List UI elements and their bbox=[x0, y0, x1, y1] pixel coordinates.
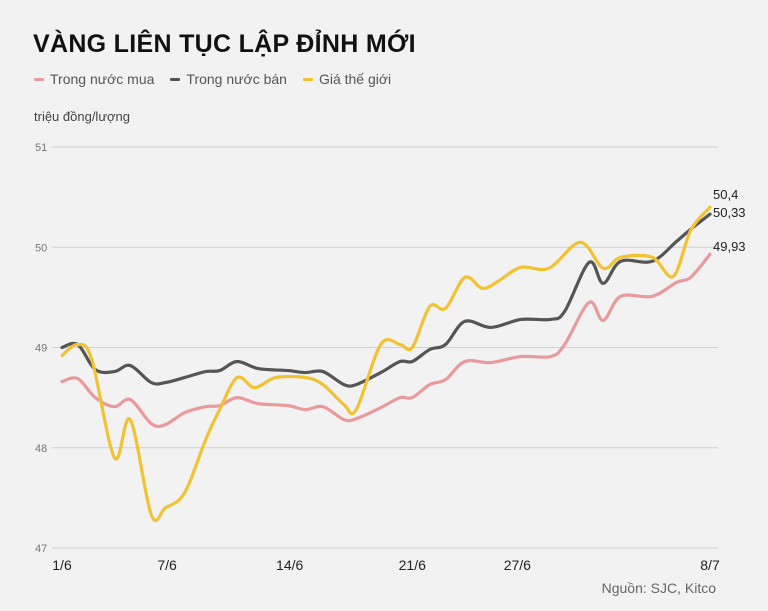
y-tick-label: 50 bbox=[35, 242, 47, 254]
end-label-sell: 50,33 bbox=[713, 205, 746, 220]
legend-item-sell: Trong nước bán bbox=[170, 71, 287, 87]
x-tick-label: 27/6 bbox=[504, 557, 531, 573]
legend-label-world: Giá thế giới bbox=[318, 71, 392, 87]
y-tick-label: 47 bbox=[35, 543, 47, 555]
legend-item-buy: Trong nước mua bbox=[34, 71, 154, 87]
legend-swatch-buy bbox=[34, 77, 44, 81]
series-line-world bbox=[60, 205, 712, 523]
x-tick-label: 21/6 bbox=[399, 557, 426, 573]
x-tick-label: 14/6 bbox=[276, 557, 303, 573]
source-note: Nguồn: SJC, Kitco bbox=[601, 580, 716, 596]
x-tick-label: 8/7 bbox=[700, 557, 720, 573]
y-tick-label: 51 bbox=[35, 142, 47, 154]
chart-title: VÀNG LIÊN TỤC LẬP ĐỈNH MỚI bbox=[33, 30, 416, 58]
legend-swatch-sell bbox=[170, 77, 181, 81]
x-tick-label: 1/6 bbox=[52, 557, 72, 573]
legend-label-buy: Trong nước mua bbox=[50, 71, 155, 87]
legend-item-world: Giá thế giới bbox=[302, 71, 392, 87]
legend-label-sell: Trong nước bán bbox=[186, 71, 287, 87]
x-tick-label: 7/6 bbox=[157, 557, 177, 573]
legend: Trong nước mua Trong nước bán Giá thế gi… bbox=[34, 71, 391, 87]
y-axis-label: triệu đồng/lượng bbox=[34, 109, 131, 124]
y-tick-label: 48 bbox=[35, 443, 47, 455]
legend-swatch-world bbox=[302, 77, 313, 81]
end-label-world: 50,4 bbox=[713, 187, 738, 202]
series-line-buy bbox=[60, 252, 712, 429]
end-label-buy: 49,93 bbox=[713, 239, 746, 254]
series-line-sell bbox=[60, 212, 712, 388]
y-tick-label: 49 bbox=[35, 343, 47, 355]
